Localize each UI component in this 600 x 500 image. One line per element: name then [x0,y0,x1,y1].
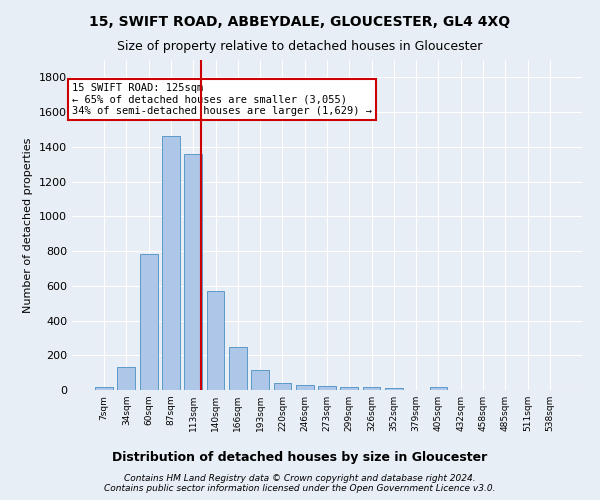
Text: 15 SWIFT ROAD: 125sqm
← 65% of detached houses are smaller (3,055)
34% of semi-d: 15 SWIFT ROAD: 125sqm ← 65% of detached … [72,83,372,116]
Bar [296,385,314,390]
Bar [140,254,158,390]
Bar [430,386,448,390]
Bar [362,388,380,390]
Text: 15, SWIFT ROAD, ABBEYDALE, GLOUCESTER, GL4 4XQ: 15, SWIFT ROAD, ABBEYDALE, GLOUCESTER, G… [89,15,511,29]
Bar [206,291,224,390]
Bar [184,154,202,390]
Bar [340,387,358,390]
Bar [251,370,269,390]
Bar [318,386,336,390]
Bar [162,136,180,390]
Bar [385,388,403,390]
Bar [118,368,136,390]
Text: Contains public sector information licensed under the Open Government Licence v3: Contains public sector information licen… [104,484,496,493]
Bar [95,388,113,390]
Bar [229,348,247,390]
Y-axis label: Number of detached properties: Number of detached properties [23,138,34,312]
Text: Contains HM Land Registry data © Crown copyright and database right 2024.: Contains HM Land Registry data © Crown c… [124,474,476,483]
Text: Distribution of detached houses by size in Gloucester: Distribution of detached houses by size … [112,451,488,464]
Text: Size of property relative to detached houses in Gloucester: Size of property relative to detached ho… [118,40,482,53]
Bar [274,383,292,390]
